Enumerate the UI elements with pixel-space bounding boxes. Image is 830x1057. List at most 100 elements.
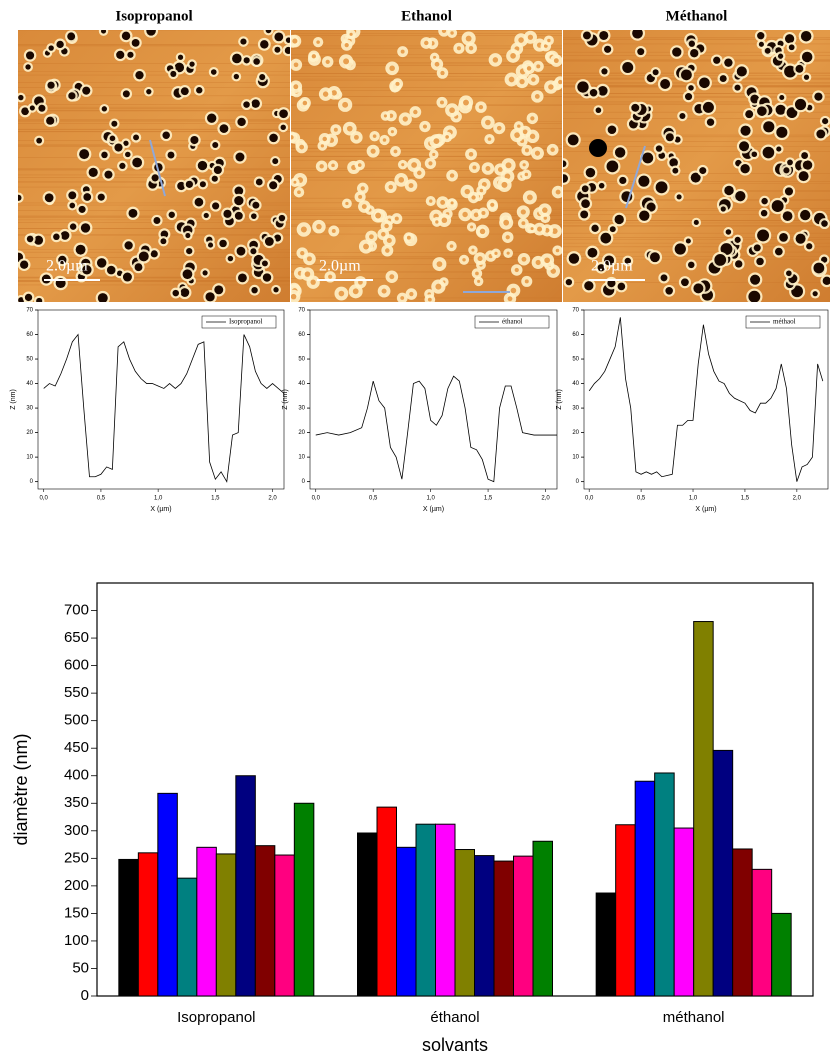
afm-pore (734, 236, 741, 243)
x-axis-label: X (µm) (150, 506, 171, 513)
afm-pore (806, 243, 813, 250)
afm-pore (652, 69, 659, 76)
afm-pore (583, 31, 591, 40)
y-tick-label: 700 (64, 602, 89, 619)
afm-pore (598, 182, 605, 189)
afm-pore (264, 237, 274, 246)
afm-pore (243, 57, 250, 64)
afm-pore (604, 45, 612, 53)
afm-pore (724, 185, 734, 196)
afm-pore (639, 210, 650, 221)
afm-pore (199, 181, 206, 188)
afm-pore (505, 162, 512, 169)
afm-pore (534, 150, 541, 156)
afm-pore (124, 241, 133, 250)
afm-pore (285, 37, 290, 43)
afm-pore (530, 116, 535, 121)
afm-pore (97, 293, 108, 302)
afm-pore (299, 144, 305, 150)
afm-pore (106, 265, 116, 275)
afm-pore (542, 207, 548, 213)
afm-pore (18, 297, 25, 302)
afm-pore (428, 161, 433, 166)
afm-pore (243, 101, 250, 108)
afm-pore (776, 126, 788, 138)
bar (215, 853, 237, 997)
afm-pore (44, 193, 54, 203)
afm-pore (776, 146, 782, 152)
bar (673, 827, 695, 997)
afm-pore (236, 246, 246, 256)
afm-pore (544, 228, 550, 233)
afm-pore (97, 193, 105, 201)
afm-pore (131, 38, 140, 47)
afm-pore (433, 138, 440, 145)
afm-pore (795, 64, 804, 73)
y-tick-label: 100 (64, 932, 89, 949)
afm-pore (660, 79, 671, 89)
afm-pore (227, 255, 234, 262)
afm-pore (740, 164, 750, 174)
afm-pore (274, 46, 281, 53)
afm-pore (526, 194, 533, 201)
afm-pore (445, 135, 449, 139)
afm-pore (26, 235, 34, 243)
bar (634, 780, 656, 997)
afm-pore (764, 47, 771, 54)
afm-pore (427, 297, 432, 302)
afm-pore (567, 134, 579, 146)
afm-pore (250, 248, 257, 255)
afm-pore (259, 74, 266, 81)
afm-pore (735, 191, 746, 202)
afm-pore (133, 134, 140, 141)
afm-pore (553, 58, 559, 64)
afm-pore (284, 46, 290, 54)
afm-pore (186, 247, 193, 255)
y-tick-label: 50 (572, 357, 579, 363)
afm-pore (237, 117, 246, 127)
afm-pore (543, 44, 548, 48)
afm-pore (116, 50, 125, 59)
afm-pore (534, 94, 540, 99)
afm-pore (127, 51, 134, 58)
image-title: Ethanol (401, 8, 452, 24)
afm-pore (68, 92, 76, 100)
afm-pore (724, 58, 733, 67)
afm-pore (153, 217, 161, 224)
afm-pore (388, 184, 394, 190)
image-title: Méthanol (666, 8, 728, 24)
afm-pore (530, 227, 534, 231)
plot-frame (37, 309, 285, 490)
y-tick-label: 40 (298, 381, 305, 387)
afm-pore (121, 31, 131, 41)
afm-pore (385, 248, 390, 253)
afm-pore (196, 87, 203, 94)
afm-pore (775, 104, 786, 115)
afm-pore (510, 53, 516, 59)
bar (396, 846, 417, 997)
profile-line (588, 317, 824, 482)
afm-pore (638, 175, 650, 187)
afm-pore (185, 180, 193, 188)
afm-pore (543, 216, 547, 220)
bar (693, 621, 714, 997)
bar (474, 855, 495, 997)
afm-pore (273, 287, 279, 293)
afm-pore (212, 202, 220, 210)
afm-pore (514, 267, 519, 273)
afm-pore (565, 278, 573, 286)
afm-pore (803, 74, 810, 80)
afm-pore (170, 70, 177, 77)
afm-pore (655, 181, 668, 194)
x-tick-label: 1,5 (484, 496, 493, 502)
afm-pore (490, 202, 495, 207)
afm-pore (375, 212, 382, 219)
afm-pore (750, 94, 760, 104)
afm-pore (21, 107, 29, 116)
afm-pore (322, 91, 329, 97)
bar (196, 846, 217, 997)
afm-pore (96, 258, 107, 268)
afm-pore (29, 105, 35, 111)
afm-pore (580, 210, 589, 219)
afm-pore (82, 86, 91, 95)
